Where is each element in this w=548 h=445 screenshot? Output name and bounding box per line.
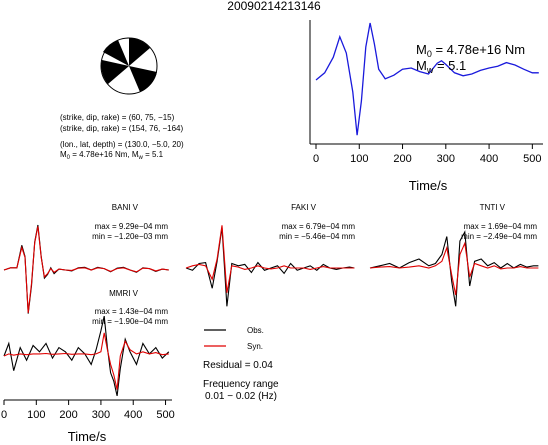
- stf-m0-label: M0 = 4.78e+16 Nm: [416, 42, 525, 59]
- bottom-x-tick-label-1: 100: [27, 409, 45, 421]
- station-1-name: BANI V: [112, 203, 139, 212]
- station-1-max: max = 9.29e−04 mm: [95, 222, 169, 231]
- bottom-x-label: Time/s: [68, 429, 107, 444]
- bottom-x-tick-label-2: 200: [59, 409, 77, 421]
- bottom-x-tick-label-3: 300: [92, 409, 110, 421]
- stf-x-label: Time/s: [409, 178, 448, 193]
- station-2-obs-line: [185, 227, 355, 307]
- station-3-obs-line: [369, 230, 539, 307]
- station-2-max: max = 6.79e−04 mm: [282, 222, 356, 231]
- station-4-obs-line: [3, 315, 170, 397]
- station-1-syn-line: [3, 226, 169, 313]
- figure-title: 20090214213146: [227, 0, 321, 13]
- station-4-min: min = −1.90e−04 mm: [92, 317, 168, 326]
- residual-label: Residual = 0.04: [203, 360, 273, 371]
- station-2-name: FAKI V: [291, 203, 317, 212]
- stf-x-axis: 0 100 200 300 400 500: [313, 144, 542, 165]
- station-3-syn-line: [369, 241, 539, 296]
- stf-x-tick-label-3: 300: [437, 153, 455, 165]
- mechanism-line-3: (lon., lat, depth) = (130.0, −5.0, 20): [60, 140, 184, 149]
- bottom-x-tick-label-4: 400: [124, 409, 142, 421]
- bottom-x-tick-label-5: 500: [156, 409, 174, 421]
- legend-syn-label: Syn.: [247, 342, 263, 351]
- stf-x-tick-label-1: 100: [350, 153, 368, 165]
- station-1-min: min = −1.20e−03 mm: [92, 232, 168, 241]
- frequency-range-value: 0.01 − 0.02 (Hz): [205, 391, 277, 402]
- stf-x-tick-label-5: 500: [523, 153, 541, 165]
- stf-panel: 0 100 200 300 400 500 M0 = 4.78e+16 Nm Mw = 5…: [309, 20, 543, 193]
- stf-x-tick-label-0: 0: [313, 153, 319, 165]
- station-3-min: min = −2.49e−04 mm: [461, 232, 537, 241]
- bottom-axis: 0 100 200 300 400 500 Time/s: [1, 399, 175, 444]
- legend-obs-label: Obs.: [247, 326, 264, 335]
- mechanism-line-1: (strike, dip, rake) = (60, 75, −15): [60, 113, 175, 122]
- station-2-min: min = −5.46e−04 mm: [279, 232, 355, 241]
- station-3-max: max = 1.69e−04 mm: [464, 222, 538, 231]
- legend: Obs. Syn. Residual = 0.04 Frequency rang…: [203, 326, 279, 402]
- waveform-traces: [3, 224, 539, 397]
- mechanism-line-2: (strike, dip, rake) = (154, 76, −164): [60, 124, 184, 133]
- stf-series-line: [315, 22, 539, 136]
- stf-x-tick-label-4: 400: [480, 153, 498, 165]
- station-3-name: TNTI V: [480, 203, 506, 212]
- beachball-icon: [100, 37, 158, 95]
- stf-x-tick-label-2: 200: [393, 153, 411, 165]
- station-2-syn-line: [185, 225, 355, 293]
- station-4-syn-line: [3, 332, 169, 390]
- station-4-name: MMRI V: [109, 289, 139, 298]
- stf-mw-label: Mw = 5.1: [416, 58, 466, 75]
- station-4-max: max = 1.43e−04 mm: [95, 307, 169, 316]
- bottom-x-ticks: 0 100 200 300 400 500: [1, 400, 175, 421]
- bottom-x-tick-label-0: 0: [1, 409, 7, 421]
- mechanism-line-4: M0 = 4.78e+16 Nm, Mw = 5.1: [60, 150, 164, 161]
- frequency-range-label: Frequency range: [203, 379, 279, 390]
